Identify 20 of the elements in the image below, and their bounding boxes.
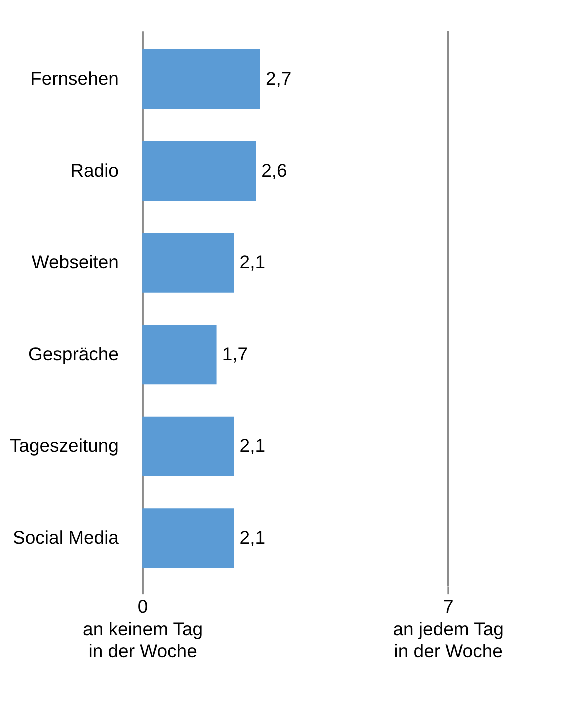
y-tick-label: Social Media bbox=[13, 527, 120, 548]
data-label: 1,7 bbox=[222, 343, 248, 364]
data-label: 2,1 bbox=[240, 252, 266, 273]
bar bbox=[142, 508, 234, 568]
y-tick-label: Gespräche bbox=[28, 343, 119, 364]
x-tick-label: 0 an keinem Tag in der Woche bbox=[83, 596, 204, 662]
bar bbox=[142, 141, 256, 202]
y-tick-label: Tageszeitung bbox=[10, 435, 119, 456]
y-tick-label: Radio bbox=[70, 160, 119, 181]
bar bbox=[142, 324, 217, 385]
bar bbox=[142, 233, 234, 293]
y-tick-label: Fernsehen bbox=[30, 68, 119, 89]
data-label: 2,6 bbox=[262, 160, 288, 181]
y-tick-label: Webseiten bbox=[32, 252, 119, 273]
bar bbox=[142, 50, 260, 110]
data-label: 2,1 bbox=[240, 527, 266, 548]
x-tick-label: 7 an jedem Tag in der Woche bbox=[393, 596, 504, 662]
data-label: 2,1 bbox=[240, 435, 266, 456]
bar bbox=[142, 416, 234, 476]
data-label: 2,7 bbox=[266, 68, 292, 89]
